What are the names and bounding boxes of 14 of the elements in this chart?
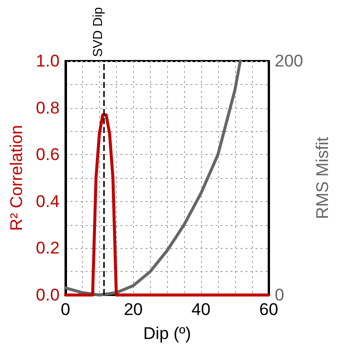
y-tick-label: 0.2 xyxy=(36,238,60,258)
y2-tick-label: 200 xyxy=(274,52,304,70)
y-axis-title: R² Correlation xyxy=(7,125,26,231)
x-tick-label: 40 xyxy=(192,300,210,319)
y-tick-label: 0.8 xyxy=(36,98,60,118)
y-tick-label: 0.6 xyxy=(36,145,60,164)
y-tick-label: 0.4 xyxy=(36,192,60,211)
ref-line-label: SVD Dip xyxy=(90,7,105,57)
x-tick-label: 20 xyxy=(124,300,143,319)
y-tick-label: 0.0 xyxy=(36,286,60,304)
x-axis-title: Dip (º) xyxy=(143,324,192,343)
y2-axis-title: RMS Misfit xyxy=(313,136,332,220)
y-tick-label: 1.0 xyxy=(36,52,60,70)
x-tick-label: 0 xyxy=(60,300,70,319)
